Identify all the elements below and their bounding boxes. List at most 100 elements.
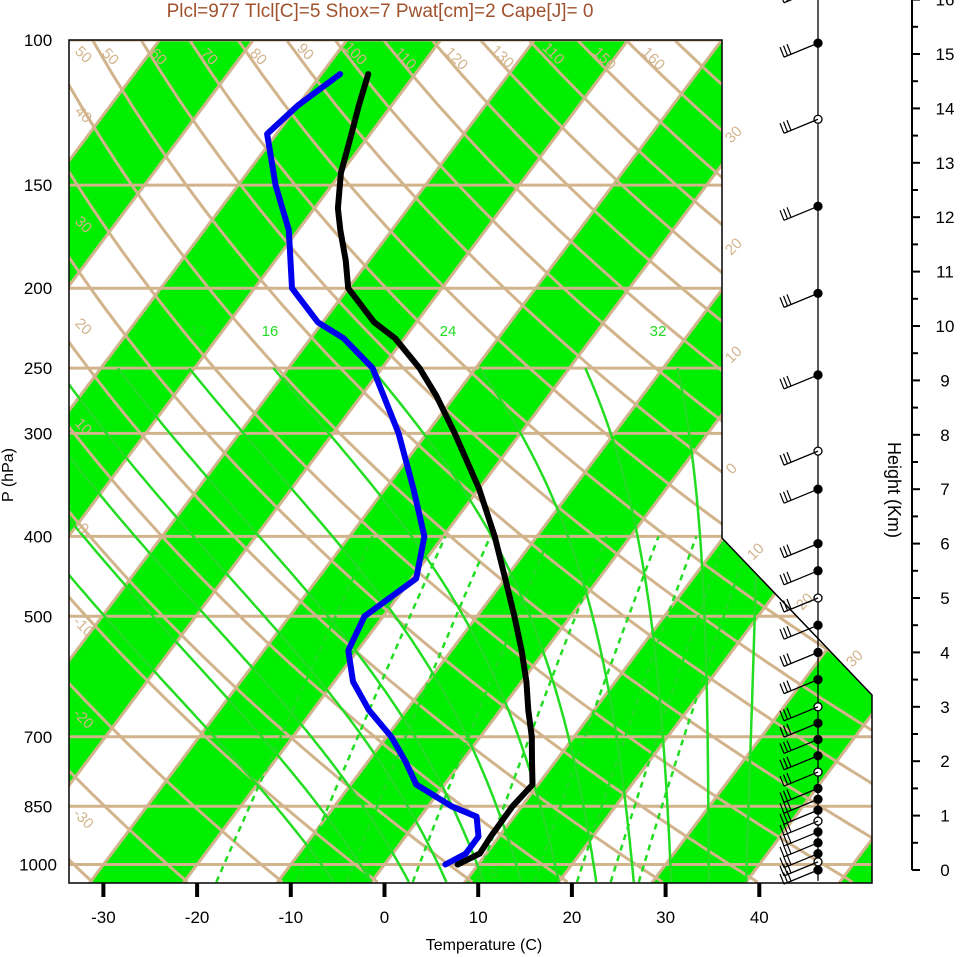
dry-adiabat-line [69,40,189,883]
height-tick-label: 9 [940,371,949,390]
moist-adiabat-line [478,367,636,883]
isotherm-band [76,40,831,883]
wind-barb-feather [786,707,792,719]
wind-barb-feather [782,725,789,736]
moist-adiabat-line [584,367,673,882]
isotherm-label: 30 [843,647,867,671]
wind-barb-feather [779,656,785,667]
isotherm-label: 50 [71,43,95,67]
wind-barb-feather [786,680,792,691]
wind-barb [783,0,793,4]
wind-barb-feather [782,453,789,464]
wind-barb-feather [782,709,789,720]
mixing-ratio-line [533,535,660,883]
wind-barb [783,597,819,613]
isotherm-label: 10 [744,540,768,564]
wind-barb-feather [782,812,789,823]
profiles [264,71,536,868]
wind-barb-feather [786,862,792,874]
height-tick-label: 16 [936,0,955,10]
wind-barb-feather [782,801,789,813]
moist-adiabat-label: 16 [262,323,279,340]
pressure-tick-label: 400 [24,527,52,546]
wind-barb-feather [786,810,792,822]
isotherm-label: 20 [722,235,746,259]
wind-barb-feather [779,710,785,722]
wind-barb-feather [786,832,792,844]
wind-barb-feather [782,491,789,502]
height-tick-label: 2 [940,752,949,771]
height-tick-label: 4 [940,643,949,662]
wind-barb [783,755,819,771]
wind-barb-feather [782,823,789,834]
isotherm-label: 20 [71,315,95,339]
wind-barb [783,542,819,559]
pressure-tick-label: 500 [24,607,52,626]
chart-title: Plcl=977 Tlcl[C]=5 Shox=7 Pwat[cm]=2 Cap… [167,1,594,22]
wind-barb-feather [779,813,785,825]
wind-barb-feather [782,627,789,638]
wind-barb-feather [782,864,789,875]
wind-barb-feather [782,121,789,133]
wind-barb-feather [779,378,785,390]
wind-barb [783,374,819,390]
wind-barb-feather [782,681,789,693]
wind-barbs [779,0,823,885]
wind-barb-feather [786,451,792,463]
wind-barb [783,292,819,308]
wind-barb-feather [782,600,789,611]
isotherm-band [69,40,269,883]
dry-adiabat-line [69,40,284,883]
moist-adiabat-label: 32 [650,323,667,340]
height-tick-label: 13 [936,154,955,173]
temperature-tick-label: 40 [750,908,769,927]
wind-barb-feather [786,653,792,664]
wind-barb-feather [779,803,785,814]
pressure-tick-label: 700 [24,728,52,747]
isotherm-line [637,40,872,883]
wind-barb-feather [782,654,789,666]
wind-barb-feather [779,873,785,885]
wind-barb-feather [779,743,785,754]
wind-barb-feather [786,0,789,2]
isotherm-band [69,40,456,883]
wind-barb [783,771,819,787]
height-tick-label: 10 [936,317,955,336]
wind-barb [783,678,819,695]
temperature-tick-label: -10 [279,908,304,927]
wind-barb-feather [779,846,785,858]
dry-adiabat-line [69,40,474,883]
moist-adiabat-line [272,367,561,883]
height-tick-label: 12 [936,208,955,227]
wind-barb-feather [782,790,789,802]
wind-barb [783,624,819,640]
wind-barb-feather [782,741,789,753]
height-tick-label: 3 [940,698,949,717]
isotherm-line [69,40,270,883]
wind-barb-feather [786,489,792,501]
dry-adiabat-line [69,40,379,883]
wind-barb-feather [786,723,792,735]
temperature-line [334,71,536,868]
dry-adiabat-label: 90 [293,40,317,64]
mixing-ratio-label: 8 [490,865,498,882]
wind-barb [783,809,819,825]
wind-barb [783,450,819,466]
mixing-ratio-line [215,535,374,883]
wind-barb-feather [786,772,792,784]
wind-barb-feather [779,759,785,770]
wind-barb-feather [786,870,792,882]
wind-barb-feather [779,865,785,877]
plot-border [68,39,873,884]
moist-adiabat-line [69,367,448,883]
pressure-tick-label: 100 [24,31,52,50]
wind-barb [783,722,819,738]
wind-barb-feather [779,628,785,640]
wind-barb-feather [786,740,792,751]
wind-barb-feather [779,824,785,836]
wind-barb [783,798,819,814]
height-tick-label: 8 [940,426,949,445]
wind-barb [783,570,819,586]
wind-barb-feather [782,758,789,769]
